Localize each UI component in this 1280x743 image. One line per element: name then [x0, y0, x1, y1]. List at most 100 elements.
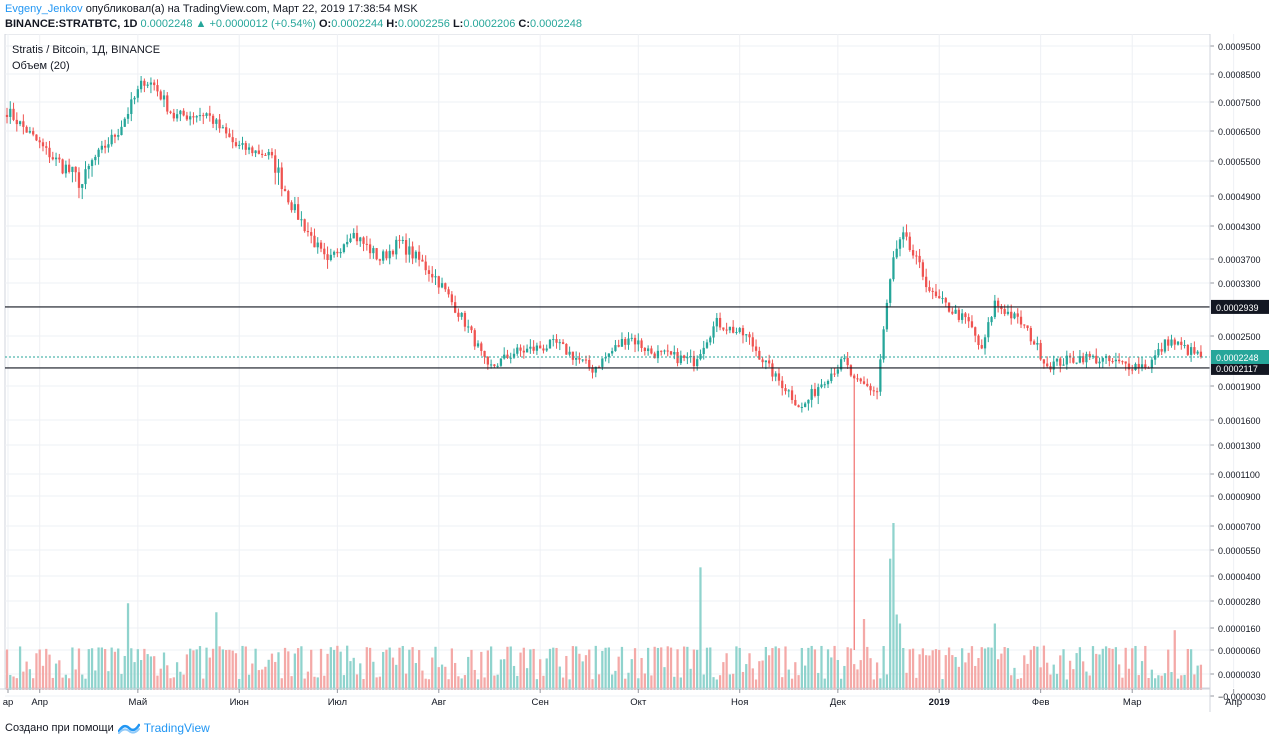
volume-bar — [611, 674, 614, 690]
volume-bar — [503, 659, 506, 690]
candle-body — [797, 405, 800, 408]
candle-body — [1114, 359, 1118, 362]
volume-bar — [512, 665, 516, 690]
tradingview-logo-icon — [117, 723, 140, 734]
candle-body — [803, 403, 807, 407]
volume-bar — [41, 665, 45, 690]
candle-body — [202, 115, 205, 117]
created-with-text: Создано при помощи — [5, 722, 114, 734]
volume-bar — [274, 661, 277, 690]
candle-body — [509, 357, 512, 359]
volume-bar — [934, 649, 938, 690]
candle-body — [839, 359, 843, 370]
volume-bar — [702, 674, 705, 690]
x-tick-label: Апр — [1225, 697, 1242, 708]
volume-bar — [1137, 675, 1140, 690]
volume-bar — [444, 666, 447, 690]
up-arrow-icon: ▲ — [195, 18, 207, 30]
price-axis[interactable]: 0.0009500 0.0008500 0.0007500 0.0006500 0.00… — [1209, 34, 1269, 712]
volume-bar — [522, 647, 525, 690]
candle-body — [542, 348, 545, 351]
candle-body — [470, 326, 473, 331]
candle-body — [529, 346, 532, 349]
x-tick-label: Мар — [1123, 697, 1142, 708]
volume-bar — [839, 678, 843, 690]
candle-body — [555, 339, 558, 343]
volume-bar — [539, 659, 542, 690]
volume-bar — [938, 649, 941, 690]
candle-body — [578, 357, 581, 360]
volume-bar — [604, 647, 607, 690]
level-label: 0.0002939 — [1216, 303, 1259, 313]
volume-bar — [261, 669, 264, 690]
candle-body — [473, 330, 476, 347]
time-axis[interactable]: ар Апр Май Июн Июл Авг Сен Окт Ноя Дек 2019 Фев Мар А… — [0, 688, 1242, 708]
candle-body — [532, 346, 535, 351]
volume-bar — [637, 678, 640, 690]
candle-body — [241, 143, 244, 145]
volume-bar — [9, 674, 12, 690]
volume-bar — [202, 678, 205, 690]
volume-bar — [908, 649, 911, 690]
candle-body — [624, 339, 627, 345]
candle-body — [359, 237, 362, 242]
candle-body — [895, 248, 898, 258]
y-tick-label: 0.0000400 — [1218, 572, 1261, 582]
volume-bar — [866, 646, 869, 690]
candle-body — [905, 232, 908, 237]
candle-body — [418, 251, 421, 260]
candle-body — [15, 119, 18, 125]
candle-body — [1180, 341, 1183, 346]
volume-bar — [277, 652, 280, 690]
candle-body — [1098, 361, 1101, 364]
candle-body — [761, 359, 764, 363]
candle-body — [1082, 356, 1085, 363]
author-link[interactable]: Evgeny_Jenkov — [5, 3, 83, 15]
candle-body — [732, 326, 735, 333]
volume-bar — [418, 650, 421, 690]
y-tick-label: 0.0000550 — [1218, 546, 1261, 556]
volume-bar — [382, 651, 385, 690]
candle-body — [836, 369, 839, 374]
x-tick-label: Окт — [630, 697, 647, 708]
candle-body — [545, 348, 548, 351]
candle-body — [133, 97, 136, 100]
volume-bar — [1121, 677, 1124, 690]
candle-body — [391, 250, 395, 255]
volume-bar — [87, 649, 90, 690]
volume-bar — [103, 649, 107, 690]
horizontal-levels — [5, 306, 1210, 369]
candle-body — [745, 334, 748, 336]
volume-bar — [18, 646, 22, 690]
candle-body — [882, 329, 885, 360]
tradingview-brand[interactable]: TradingView — [143, 721, 210, 735]
volume-bar — [326, 653, 329, 690]
candle-body — [290, 202, 293, 211]
volume-bar — [51, 677, 54, 690]
volume-bar — [696, 649, 699, 690]
candle-body — [310, 232, 313, 236]
candle-body — [934, 291, 938, 297]
volume-bar — [653, 646, 656, 690]
volume-bar — [107, 671, 110, 690]
candle-body — [512, 353, 516, 358]
price-chart[interactable]: 0.0009500 0.0008500 0.0007500 0.0006500 0.00… — [0, 34, 1280, 718]
candle-body — [303, 219, 306, 232]
volume-bar — [306, 671, 310, 690]
volume-bar — [722, 662, 725, 690]
candle-body — [123, 118, 126, 127]
candle-body — [653, 353, 656, 359]
low-value: 0.0002206 — [463, 18, 516, 30]
candle-body — [51, 157, 54, 160]
candle-body — [869, 385, 872, 391]
candle-body — [1032, 341, 1036, 345]
candle-body — [591, 367, 594, 373]
candle-body — [1006, 311, 1010, 314]
candle-body — [983, 337, 987, 349]
volume-bar — [679, 677, 682, 690]
candle-body — [64, 164, 68, 174]
candle-body — [535, 345, 539, 351]
candle-body — [293, 204, 296, 211]
candle-body — [738, 328, 741, 333]
volume-bar — [352, 657, 355, 690]
